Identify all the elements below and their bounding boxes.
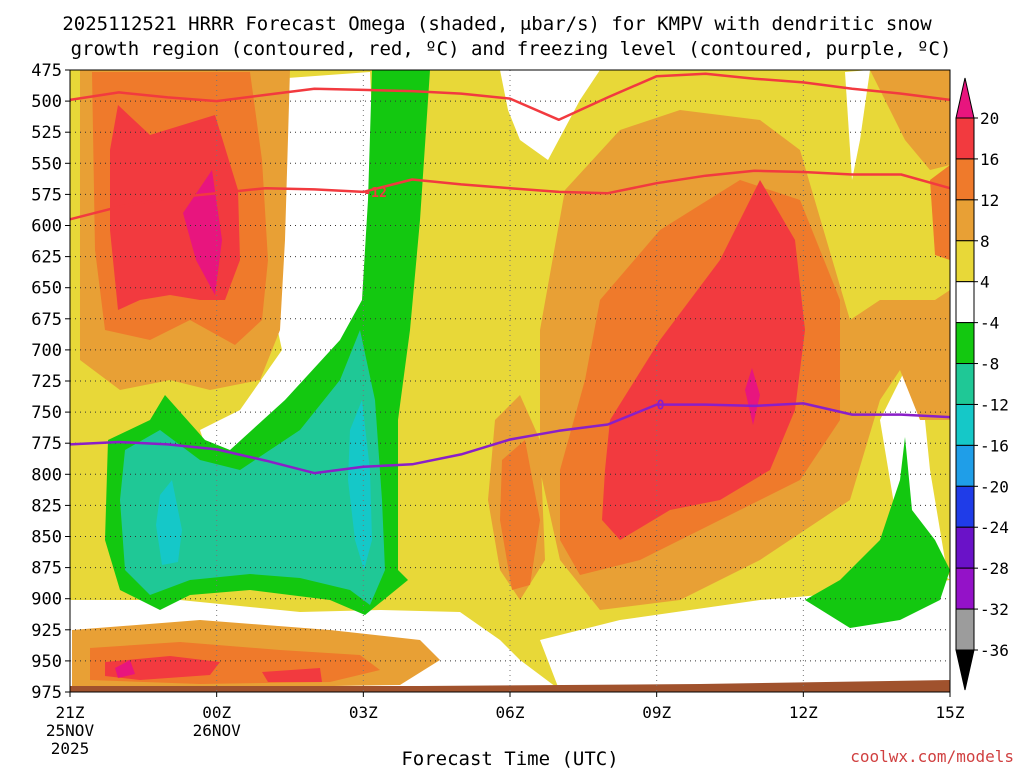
y-tick-label: 825 <box>31 496 62 516</box>
omega-band-16-20 <box>110 105 240 310</box>
y-tick-label: 600 <box>31 217 62 237</box>
colorbar-level-label: -36 <box>980 641 1009 660</box>
omega-band-16-20 <box>602 180 805 540</box>
colorbar-swatch-bottom <box>955 649 975 691</box>
contour-lines: -12 0 <box>69 72 951 475</box>
colorbar-level-label: -24 <box>980 518 1009 537</box>
y-tick-label: 925 <box>31 621 62 641</box>
colorbar: 20 16 12 8 4 -4 -8 -12 -16 -20 -24 -28 -32 -36 <box>955 77 1009 691</box>
x-tick-date-label: 25NOV <box>46 721 95 740</box>
colorbar-swatch <box>955 322 975 365</box>
colorbar-level-label: -12 <box>980 395 1009 414</box>
colorbar-level-label: 16 <box>980 150 999 169</box>
colorbar-swatch <box>955 608 975 651</box>
y-tick-label: 500 <box>31 92 62 112</box>
x-axis-label: Forecast Time (UTC) <box>401 748 618 768</box>
contour-label: 0 <box>657 399 665 414</box>
y-tick-label: 750 <box>31 403 62 423</box>
colorbar-swatch <box>955 526 975 569</box>
y-tick-label: 725 <box>31 372 62 392</box>
omega-band-minus-12-minus-16 <box>348 400 372 570</box>
contour-line-0 <box>69 72 951 122</box>
contour-label: -12 <box>363 186 386 201</box>
omega-band-neutral-topright <box>845 70 870 180</box>
y-tick-label: 775 <box>31 434 62 454</box>
colorbar-level-label: -8 <box>980 355 999 374</box>
colorbar-level-label: 8 <box>980 232 990 251</box>
colorbar-swatch <box>955 567 975 610</box>
y-tick-label: 675 <box>31 310 62 330</box>
colorbar-swatch <box>955 240 975 283</box>
x-tick-label: 09Z <box>642 703 671 722</box>
y-tick-label: 875 <box>31 559 62 579</box>
omega-band-12-16 <box>930 165 950 260</box>
omega-band-minus-8-minus-12 <box>120 330 385 605</box>
omega-band-12-16 <box>500 440 540 590</box>
omega-band-above-20 <box>183 170 222 295</box>
colorbar-swatch <box>955 444 975 487</box>
y-tick-label: 650 <box>31 279 62 299</box>
y-tick-label: 900 <box>31 590 62 610</box>
y-tick-label: 850 <box>31 528 62 548</box>
contour-line-2 <box>69 402 951 475</box>
colorbar-level-label: -4 <box>980 314 999 333</box>
colorbar-level-label: 4 <box>980 273 990 292</box>
x-tick-date-label: 26NOV <box>193 721 242 740</box>
colorbar-swatch-top <box>955 77 975 119</box>
omega-band-neutral-right <box>880 370 950 580</box>
pressure-axis: 475 500 525 550 575 600 625 650 675 700 725 750 775 8… <box>31 61 70 703</box>
omega-band-minus-12-minus-16 <box>156 480 182 565</box>
colorbar-swatch <box>955 403 975 446</box>
y-tick-label: 950 <box>31 652 62 672</box>
colorbar-swatch <box>955 117 975 160</box>
chart-title-line-1: 2025112521 HRRR Forecast Omega (shaded, … <box>62 13 932 35</box>
omega-band-above-20 <box>745 368 760 425</box>
x-tick-label: 12Z <box>789 703 818 722</box>
y-tick-label: 800 <box>31 465 62 485</box>
grid-lines <box>70 69 950 693</box>
omega-band-minus-4-minus-8 <box>805 437 950 628</box>
colorbar-swatch <box>955 485 975 528</box>
x-tick-label: 00Z <box>202 703 231 722</box>
colorbar-swatch <box>955 281 975 324</box>
x-tick-label: 21Z <box>56 703 85 722</box>
colorbar-level-label: 12 <box>980 191 999 210</box>
y-tick-label: 475 <box>31 61 62 81</box>
colorbar-level-label: -16 <box>980 436 1009 455</box>
y-tick-label: 975 <box>31 683 62 703</box>
x-tick-label: 15Z <box>936 703 965 722</box>
colorbar-level-label: -32 <box>980 600 1009 619</box>
x-tick-label: 03Z <box>349 703 378 722</box>
colorbar-level-label: -20 <box>980 477 1009 496</box>
y-tick-label: 525 <box>31 123 62 143</box>
site-credit: coolwx.com/models <box>850 747 1014 766</box>
omega-band-neutral-top <box>430 70 600 160</box>
contour-line-1 <box>69 169 951 221</box>
omega-band-8-12 <box>870 70 950 170</box>
colorbar-level-label: -28 <box>980 559 1009 578</box>
colorbar-level-label: 20 <box>980 109 999 128</box>
omega-shading <box>70 70 950 692</box>
y-tick-label: 625 <box>31 248 62 268</box>
x-tick-label: 06Z <box>496 703 525 722</box>
colorbar-swatch <box>955 199 975 242</box>
colorbar-swatch <box>955 363 975 405</box>
y-tick-label: 550 <box>31 154 62 174</box>
colorbar-swatch <box>955 158 975 201</box>
omega-band-above-20 <box>115 660 135 678</box>
omega-band-16-20 <box>262 668 322 682</box>
y-tick-label: 575 <box>31 185 62 205</box>
x-tick-year-label: 2025 <box>51 739 90 758</box>
y-tick-label: 700 <box>31 341 62 361</box>
chart-title-line-2: growth region (contoured, red, ºC) and f… <box>71 38 952 60</box>
